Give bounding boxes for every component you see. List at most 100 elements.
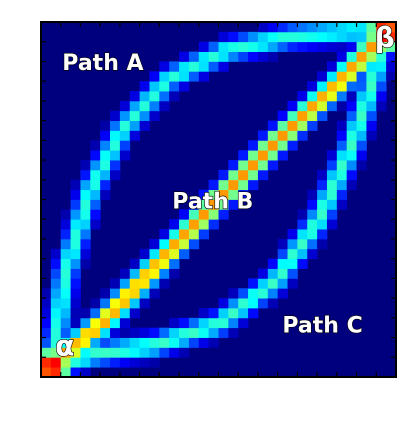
heatmap-cell <box>50 258 62 269</box>
heatmap-cell <box>218 199 229 210</box>
heatmap-cell <box>326 150 338 161</box>
heatmap-cell <box>228 288 239 299</box>
heatmap-cell <box>287 120 298 131</box>
heatmap-cell <box>70 209 81 220</box>
heatmap-cell <box>277 130 288 141</box>
heatmap-cell <box>169 229 180 240</box>
heatmap-cell <box>129 258 141 269</box>
heatmap-cell <box>238 41 249 52</box>
heatmap-cell <box>326 71 338 82</box>
heatmap-cell <box>110 169 121 181</box>
heatmap-cell <box>60 248 71 260</box>
heatmap-cell <box>356 110 367 122</box>
heatmap-cell <box>149 337 160 348</box>
heatmap-cell <box>336 51 348 62</box>
heatmap-cell <box>366 51 377 62</box>
heatmap-cell <box>346 31 357 43</box>
heatmap-cell <box>238 51 249 62</box>
heatmap-cell <box>60 238 71 250</box>
heatmap-cell <box>90 140 101 151</box>
heatmap-cell <box>139 248 150 260</box>
heatmap-cell <box>41 337 52 348</box>
heatmap-cell <box>41 317 52 329</box>
heatmap-cell <box>90 298 101 309</box>
heatmap-cell <box>100 337 111 348</box>
heatmap-cell <box>228 169 239 181</box>
heatmap-cell <box>356 51 367 62</box>
path-c-label: Path C <box>282 314 362 339</box>
heatmap-cell <box>228 41 239 52</box>
heatmap-cell <box>129 357 141 368</box>
heatmap-cell <box>169 61 180 72</box>
heatmap-cell <box>60 298 71 309</box>
heatmap-cell <box>159 61 170 72</box>
heatmap-cell <box>139 298 150 309</box>
heatmap-cell <box>41 347 52 358</box>
heatmap-cell <box>119 110 131 122</box>
heatmap-cell <box>257 130 269 141</box>
heatmap-cell <box>326 41 338 52</box>
heatmap-cell <box>80 258 91 269</box>
heatmap-cell <box>159 268 170 279</box>
heatmap-cell <box>366 91 377 102</box>
heatmap-cell <box>139 81 150 92</box>
heatmap-cell <box>317 238 328 250</box>
heatmap-cell <box>346 22 357 33</box>
heatmap-cell <box>346 100 357 112</box>
heatmap-cell <box>267 130 279 141</box>
heatmap-cell <box>326 169 338 181</box>
heatmap-cell <box>41 307 52 319</box>
heatmap-cell <box>346 51 357 62</box>
heatmap-cell <box>228 189 239 200</box>
heatmap-cell <box>169 219 180 230</box>
heatmap-cell <box>100 179 111 191</box>
heatmap-cell <box>60 229 71 240</box>
heatmap-cell <box>179 337 190 348</box>
heatmap-cell <box>169 317 180 329</box>
heatmap-cell <box>139 327 150 338</box>
heatmap-cell <box>326 189 338 200</box>
heatmap-cell <box>80 189 91 200</box>
heatmap-cell <box>110 337 121 348</box>
heatmap-cell <box>238 317 249 329</box>
heatmap-cell <box>356 41 367 52</box>
heatmap-cell <box>336 169 348 181</box>
heatmap-cell <box>129 130 141 141</box>
heatmap-cell <box>257 160 269 171</box>
heatmap-cell <box>317 110 328 122</box>
heatmap-cell <box>307 248 318 260</box>
heatmap-cell <box>277 22 288 33</box>
heatmap-cell <box>297 229 308 240</box>
heatmap-cell <box>159 91 170 102</box>
heatmap-cell <box>257 268 269 279</box>
heatmap-cell <box>336 130 348 141</box>
heatmap-cell <box>208 61 219 72</box>
heatmap-cell <box>149 327 160 338</box>
heatmap-cell <box>307 91 318 102</box>
heatmap-cell <box>317 22 328 33</box>
heatmap-cell <box>228 327 239 338</box>
heatmap-cell <box>188 337 200 348</box>
heatmap-cell <box>297 238 308 250</box>
beta-label: β <box>375 21 395 54</box>
heatmap-cell <box>50 298 62 309</box>
heatmap-cell <box>70 367 81 378</box>
heatmap-cell <box>287 248 298 260</box>
heatmap-cell <box>188 238 200 250</box>
heatmap-cell <box>80 307 91 319</box>
heatmap-cell <box>317 189 328 200</box>
heatmap-cell <box>317 41 328 52</box>
heatmap-cell <box>228 179 239 191</box>
heatmap-cell <box>366 100 377 112</box>
heatmap-cell <box>297 100 308 112</box>
heatmap-cell <box>346 61 357 72</box>
heatmap-cell <box>198 51 210 62</box>
heatmap-cell <box>70 337 81 348</box>
heatmap-cell <box>257 31 269 43</box>
heatmap-cell <box>267 288 279 299</box>
heatmap-cell <box>70 179 81 191</box>
heatmap-cell <box>277 150 288 161</box>
heatmap-cell <box>317 209 328 220</box>
heatmap-cell <box>110 327 121 338</box>
